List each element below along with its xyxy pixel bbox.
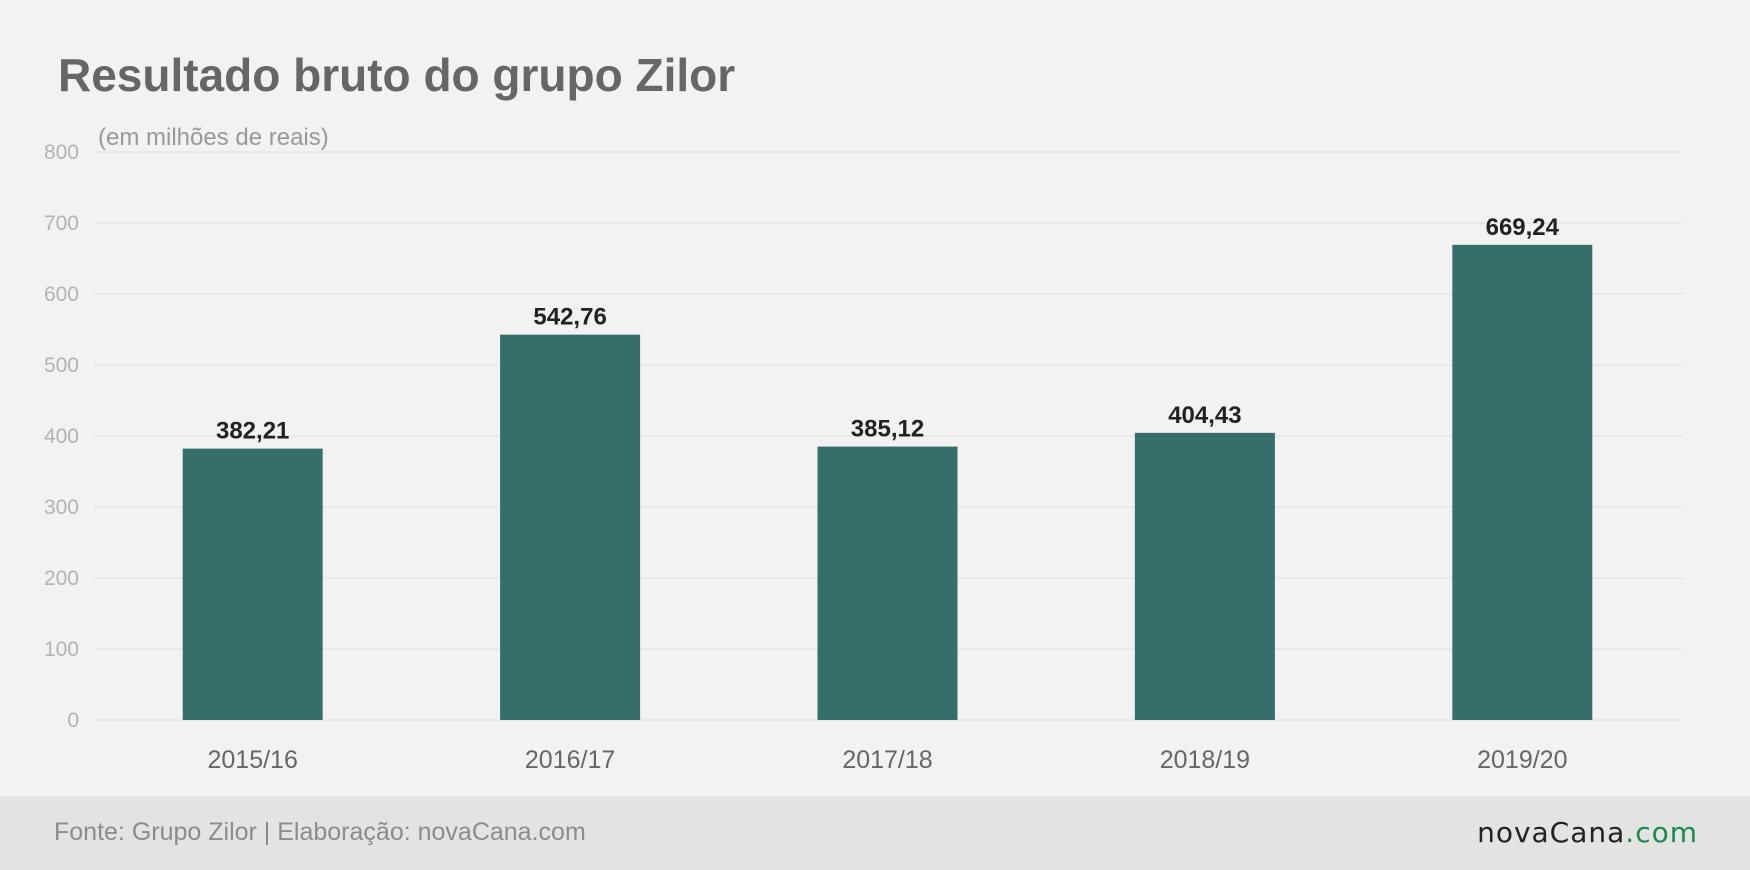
source-note: Fonte: Grupo Zilor | Elaboração: novaCan… bbox=[54, 818, 586, 846]
y-tick-label: 100 bbox=[44, 638, 79, 661]
footer: Fonte: Grupo Zilor | Elaboração: novaCan… bbox=[0, 796, 1750, 870]
x-tick-label: 2016/17 bbox=[525, 746, 615, 774]
brand-suffix: .com bbox=[1625, 816, 1698, 849]
x-tick-label: 2015/16 bbox=[208, 746, 298, 774]
y-tick-label: 200 bbox=[44, 567, 79, 590]
chart-subtitle: (em milhões de reais) bbox=[98, 124, 329, 151]
data-label: 404,43 bbox=[1168, 402, 1241, 429]
x-tick-label: 2017/18 bbox=[842, 746, 932, 774]
data-label: 382,21 bbox=[216, 418, 289, 445]
bar bbox=[817, 446, 958, 720]
y-tick-label: 800 bbox=[44, 141, 79, 164]
brand-logo: novaCana.com bbox=[1477, 816, 1698, 849]
brand-name: novaCana bbox=[1477, 816, 1626, 849]
data-label: 385,12 bbox=[851, 416, 924, 443]
y-tick-label: 500 bbox=[44, 354, 79, 377]
y-tick-label: 700 bbox=[44, 212, 79, 235]
y-tick-label: 600 bbox=[44, 283, 79, 306]
y-tick-label: 0 bbox=[67, 709, 79, 732]
bar bbox=[1452, 244, 1593, 720]
x-tick-label: 2018/19 bbox=[1160, 746, 1250, 774]
bar bbox=[1134, 432, 1275, 720]
y-tick-label: 300 bbox=[44, 496, 79, 519]
y-tick-label: 400 bbox=[44, 425, 79, 448]
bar bbox=[182, 448, 323, 720]
bar-chart: 0 100 200 300 400 500 600 700 800 382,21 2015/16 54… bbox=[44, 141, 1682, 774]
chart-title: Resultado bruto do grupo Zilor bbox=[58, 49, 736, 101]
data-label: 669,24 bbox=[1486, 214, 1560, 241]
x-tick-label: 2019/20 bbox=[1477, 746, 1567, 774]
bar bbox=[500, 334, 641, 720]
data-label: 542,76 bbox=[533, 304, 606, 331]
